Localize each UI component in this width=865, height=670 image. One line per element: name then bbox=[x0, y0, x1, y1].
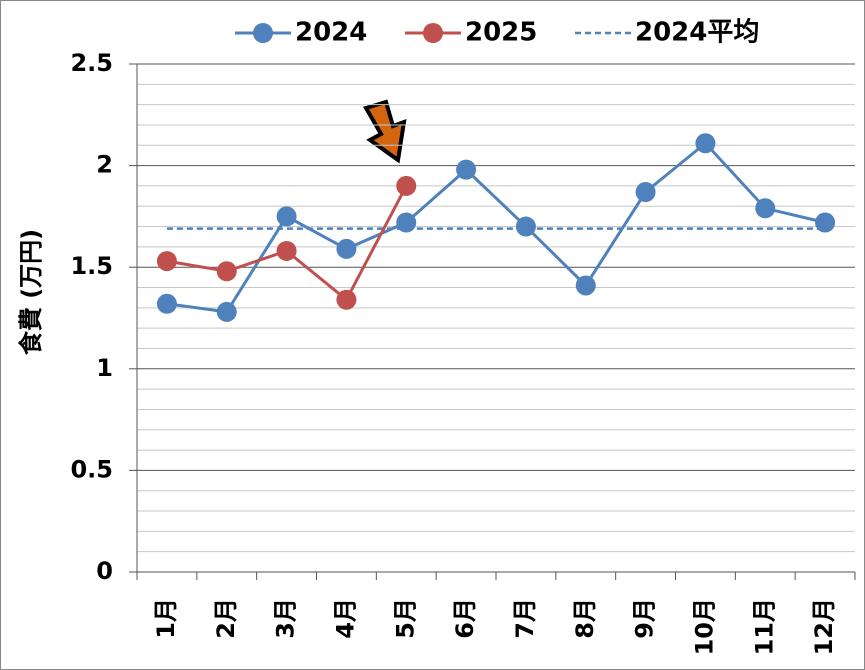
x-tick-label: 6月 bbox=[451, 598, 479, 639]
x-tick-label: 3月 bbox=[272, 598, 300, 639]
legend-label: 2024平均 bbox=[635, 18, 759, 48]
y-tick-label: 1.5 bbox=[70, 252, 113, 280]
series-line bbox=[166, 141, 826, 314]
marker bbox=[695, 133, 716, 154]
x-tick-label: 4月 bbox=[331, 598, 359, 639]
marker bbox=[515, 216, 536, 237]
x-tick-label: 7月 bbox=[511, 598, 539, 639]
marker bbox=[156, 251, 177, 272]
marker bbox=[336, 238, 357, 259]
y-axis-label: 食費 (万円) bbox=[17, 229, 45, 355]
x-tick-label: 10月 bbox=[690, 598, 718, 655]
y-tick-label: 0.5 bbox=[70, 455, 113, 483]
x-tick-label: 11月 bbox=[750, 598, 778, 655]
x-tick-label: 12月 bbox=[810, 598, 838, 655]
legend-label: 2024 bbox=[295, 18, 367, 48]
legend-marker bbox=[253, 23, 273, 43]
x-tick-label: 9月 bbox=[631, 598, 659, 639]
marker bbox=[276, 206, 297, 227]
y-tick-label: 1 bbox=[96, 354, 113, 382]
y-tick-label: 2.5 bbox=[70, 49, 113, 77]
marker bbox=[815, 212, 836, 233]
marker bbox=[456, 159, 477, 180]
marker bbox=[755, 198, 776, 219]
marker bbox=[216, 261, 237, 282]
marker bbox=[575, 275, 596, 296]
x-tick-label: 5月 bbox=[391, 598, 419, 639]
marker bbox=[336, 289, 357, 310]
marker bbox=[276, 240, 297, 261]
x-tick-label: 8月 bbox=[571, 598, 599, 639]
marker bbox=[635, 182, 656, 203]
y-tick-label: 0 bbox=[96, 557, 113, 585]
marker bbox=[156, 293, 177, 314]
marker bbox=[396, 212, 417, 233]
legend-label: 2025 bbox=[465, 18, 537, 48]
marker bbox=[396, 175, 417, 196]
x-tick-label: 1月 bbox=[152, 598, 180, 639]
x-tick-label: 2月 bbox=[212, 598, 240, 639]
marker bbox=[216, 301, 237, 322]
legend-marker bbox=[423, 23, 443, 43]
y-tick-label: 2 bbox=[96, 151, 113, 179]
